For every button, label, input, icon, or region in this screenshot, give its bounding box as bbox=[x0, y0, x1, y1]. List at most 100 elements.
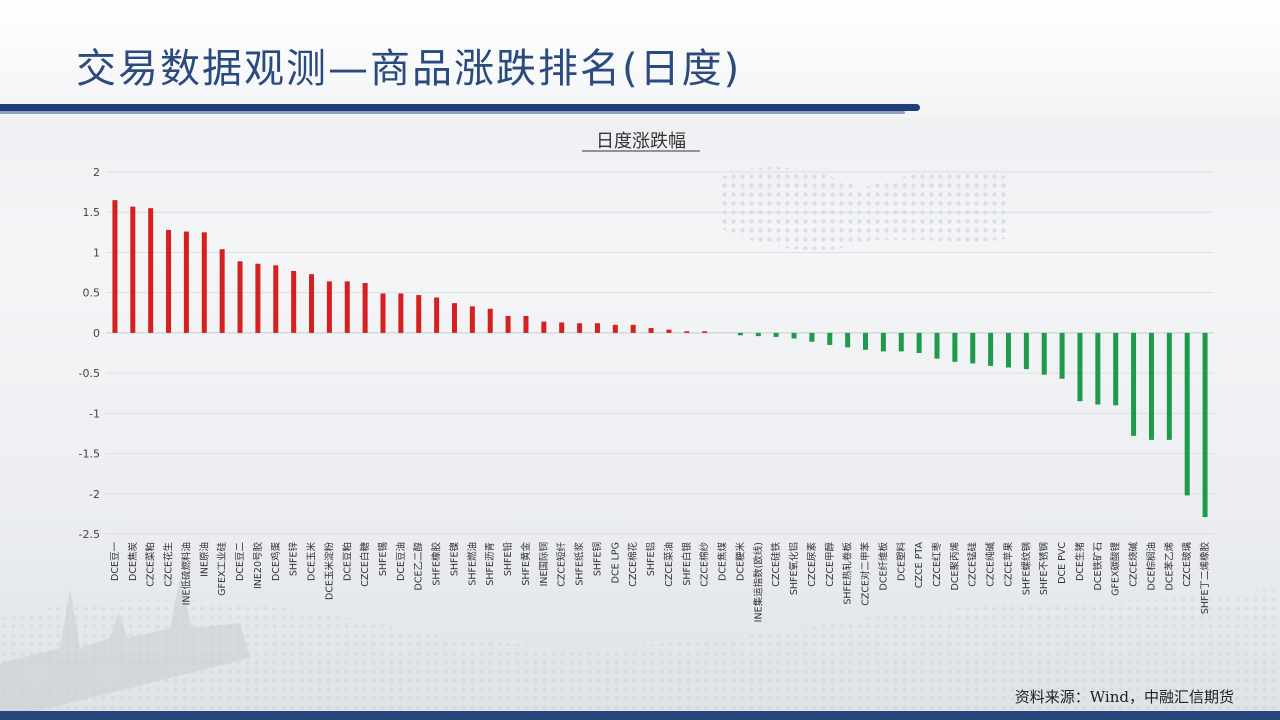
bar bbox=[326, 281, 332, 333]
x-tick-label: INE低硫燃料油 bbox=[180, 542, 192, 605]
x-tick-label: DCE粳米 bbox=[734, 542, 746, 581]
x-tick-label: CZCE棉纱 bbox=[699, 542, 711, 587]
x-tick-label: DCE焦煤 bbox=[717, 542, 729, 581]
y-tick-label: -2 bbox=[89, 488, 100, 501]
x-tick-label: DCE玉米 bbox=[306, 542, 318, 581]
bar bbox=[630, 324, 636, 333]
x-tick-label: DCE生猪 bbox=[1074, 542, 1086, 581]
bar bbox=[451, 303, 457, 333]
x-tick-label: DCE聚丙烯 bbox=[949, 542, 961, 591]
bar bbox=[916, 332, 922, 353]
bar bbox=[434, 297, 440, 333]
x-tick-label: DCE LPG bbox=[610, 542, 621, 583]
bar bbox=[148, 208, 154, 333]
bar bbox=[1166, 332, 1172, 440]
bar bbox=[666, 329, 672, 333]
x-tick-label: CZCE硅铁 bbox=[770, 542, 782, 587]
bar bbox=[237, 261, 243, 333]
x-tick-label: INE集运指数(欧线) bbox=[752, 542, 764, 622]
bar bbox=[559, 322, 565, 333]
bar bbox=[541, 321, 547, 333]
bar bbox=[934, 332, 940, 359]
bar bbox=[1184, 332, 1190, 496]
bar bbox=[1005, 332, 1011, 368]
y-axis: 2 1.5 1 0.5 0 -0.5 -1 -1.5 -2 -2.5 bbox=[79, 166, 100, 541]
x-tick-label: CZCE烧碱 bbox=[1128, 542, 1140, 587]
x-tick-label: SHFE铅 bbox=[502, 542, 514, 577]
bar bbox=[791, 332, 797, 339]
bar bbox=[577, 323, 583, 333]
x-tick-label: DCE豆油 bbox=[395, 542, 407, 581]
bar bbox=[755, 332, 761, 337]
chart-bars bbox=[112, 200, 1208, 518]
bar bbox=[416, 295, 422, 333]
bar bbox=[988, 332, 994, 366]
bar bbox=[255, 263, 261, 333]
bar bbox=[201, 232, 207, 333]
bar bbox=[612, 324, 618, 333]
x-tick-label: SHFE纸浆 bbox=[574, 542, 586, 586]
x-tick-label: SHFE黄金 bbox=[520, 542, 532, 586]
x-tick-label: SHFE燃油 bbox=[466, 542, 478, 586]
bar bbox=[469, 306, 475, 333]
x-tick-label: DCE玉米淀粉 bbox=[323, 542, 335, 600]
x-tick-label: GFEX碳酸锂 bbox=[1110, 542, 1122, 596]
y-tick-label: 0 bbox=[93, 327, 100, 340]
bar bbox=[702, 331, 708, 333]
x-tick-label: CZCE棉花 bbox=[627, 542, 639, 587]
bar bbox=[1113, 332, 1119, 406]
header-band bbox=[0, 0, 1280, 118]
x-tick-label: SHFE丁二烯橡胶 bbox=[1199, 542, 1211, 615]
x-tick-label: SHFE氧化铝 bbox=[788, 542, 800, 595]
bar bbox=[1202, 332, 1208, 518]
x-tick-label: DCE焦炭 bbox=[127, 542, 139, 581]
y-tick-label: 0.5 bbox=[83, 287, 101, 300]
x-tick-label: CZCE菜油 bbox=[663, 542, 675, 587]
bar bbox=[684, 331, 690, 333]
x-tick-label: DCE乙二醇 bbox=[413, 542, 425, 591]
x-tick-label: CZCE红枣 bbox=[931, 542, 943, 587]
page-title: 交易数据观测—商品涨跌排名(日度) bbox=[76, 46, 742, 92]
bar bbox=[309, 274, 315, 333]
bar bbox=[380, 293, 386, 333]
bar bbox=[112, 200, 118, 333]
bar bbox=[273, 265, 279, 333]
bar bbox=[219, 249, 225, 333]
y-tick-label: 2 bbox=[93, 166, 100, 179]
x-tick-label: DCE铁矿石 bbox=[1092, 542, 1104, 590]
bar bbox=[505, 315, 511, 333]
x-tick-label: SHFE铜 bbox=[591, 542, 603, 576]
bar bbox=[1059, 332, 1065, 379]
bar bbox=[952, 332, 958, 362]
x-tick-label: SHFE铝 bbox=[645, 542, 657, 576]
bar bbox=[1023, 332, 1029, 370]
bar bbox=[130, 206, 136, 333]
x-tick-label: SHFE螺纹钢 bbox=[1020, 542, 1032, 595]
bar bbox=[523, 315, 529, 333]
bar bbox=[183, 231, 189, 333]
x-tick-label: DCE塑料 bbox=[895, 542, 907, 581]
y-tick-label: 1.5 bbox=[83, 206, 101, 219]
x-tick-label: CZCE锰硅 bbox=[967, 542, 979, 587]
x-tick-label: DCE纤维板 bbox=[877, 542, 889, 591]
bar bbox=[1041, 332, 1047, 375]
bar bbox=[648, 328, 654, 333]
title-accent-line bbox=[0, 104, 920, 111]
bar bbox=[1131, 332, 1137, 436]
x-tick-label: INE原油 bbox=[198, 542, 210, 577]
background-decoration bbox=[0, 167, 1280, 720]
x-tick-label: CZCE玻璃 bbox=[1181, 542, 1193, 587]
y-tick-label: 1 bbox=[93, 246, 100, 259]
x-tick-label: SHFE镍 bbox=[448, 542, 460, 577]
x-tick-label: CZCE花生 bbox=[163, 542, 175, 587]
bar bbox=[1095, 332, 1101, 405]
x-tick-label: SHFE橡胶 bbox=[431, 542, 443, 586]
y-tick-label: -0.5 bbox=[79, 367, 100, 380]
bar bbox=[898, 332, 904, 352]
y-tick-label: -2.5 bbox=[79, 528, 100, 541]
bar bbox=[344, 281, 350, 333]
x-tick-label: INE20号胶 bbox=[252, 542, 264, 589]
x-tick-label: GFEX工业硅 bbox=[216, 542, 228, 596]
bar bbox=[737, 332, 743, 336]
